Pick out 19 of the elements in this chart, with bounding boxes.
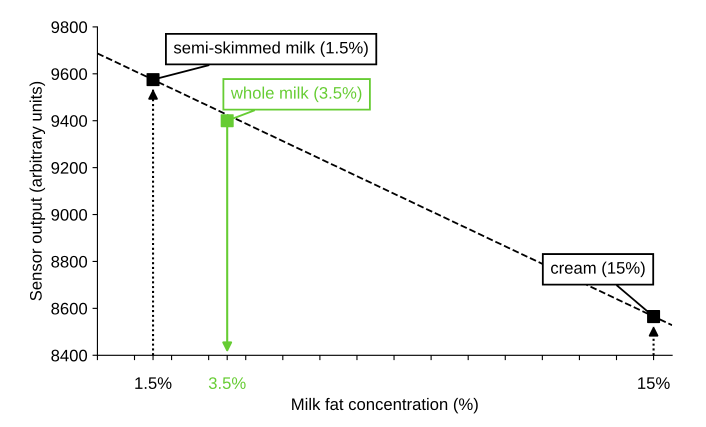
y-tick-label: 9600 bbox=[51, 68, 88, 80]
x-tick-label: 3.5% bbox=[208, 377, 246, 390]
y-tick-label: 8800 bbox=[51, 256, 88, 268]
annotation: semi-skimmed milk (1.5%) bbox=[174, 41, 368, 57]
y-tick-label: 9200 bbox=[51, 162, 88, 174]
point bbox=[146, 73, 160, 86]
x-tick-label: 15% bbox=[638, 377, 670, 390]
y-tick-label: 9000 bbox=[51, 208, 88, 221]
point bbox=[647, 310, 660, 324]
x-tick-label: 1.5% bbox=[135, 377, 172, 390]
annotation: cream (15%) bbox=[551, 262, 645, 278]
y-axis-title: Sensor output (arbitrary units) bbox=[30, 82, 46, 301]
y-tick-label: 9400 bbox=[51, 115, 88, 127]
annotation: whole milk (3.5%) bbox=[230, 86, 362, 102]
y-tick-label: 8400 bbox=[51, 350, 88, 362]
point bbox=[220, 114, 234, 128]
x-axis-title: Milk fat concentration (%) bbox=[292, 398, 478, 414]
y-tick-label: 8600 bbox=[51, 302, 88, 315]
y-tick-label: 9800 bbox=[51, 21, 88, 34]
